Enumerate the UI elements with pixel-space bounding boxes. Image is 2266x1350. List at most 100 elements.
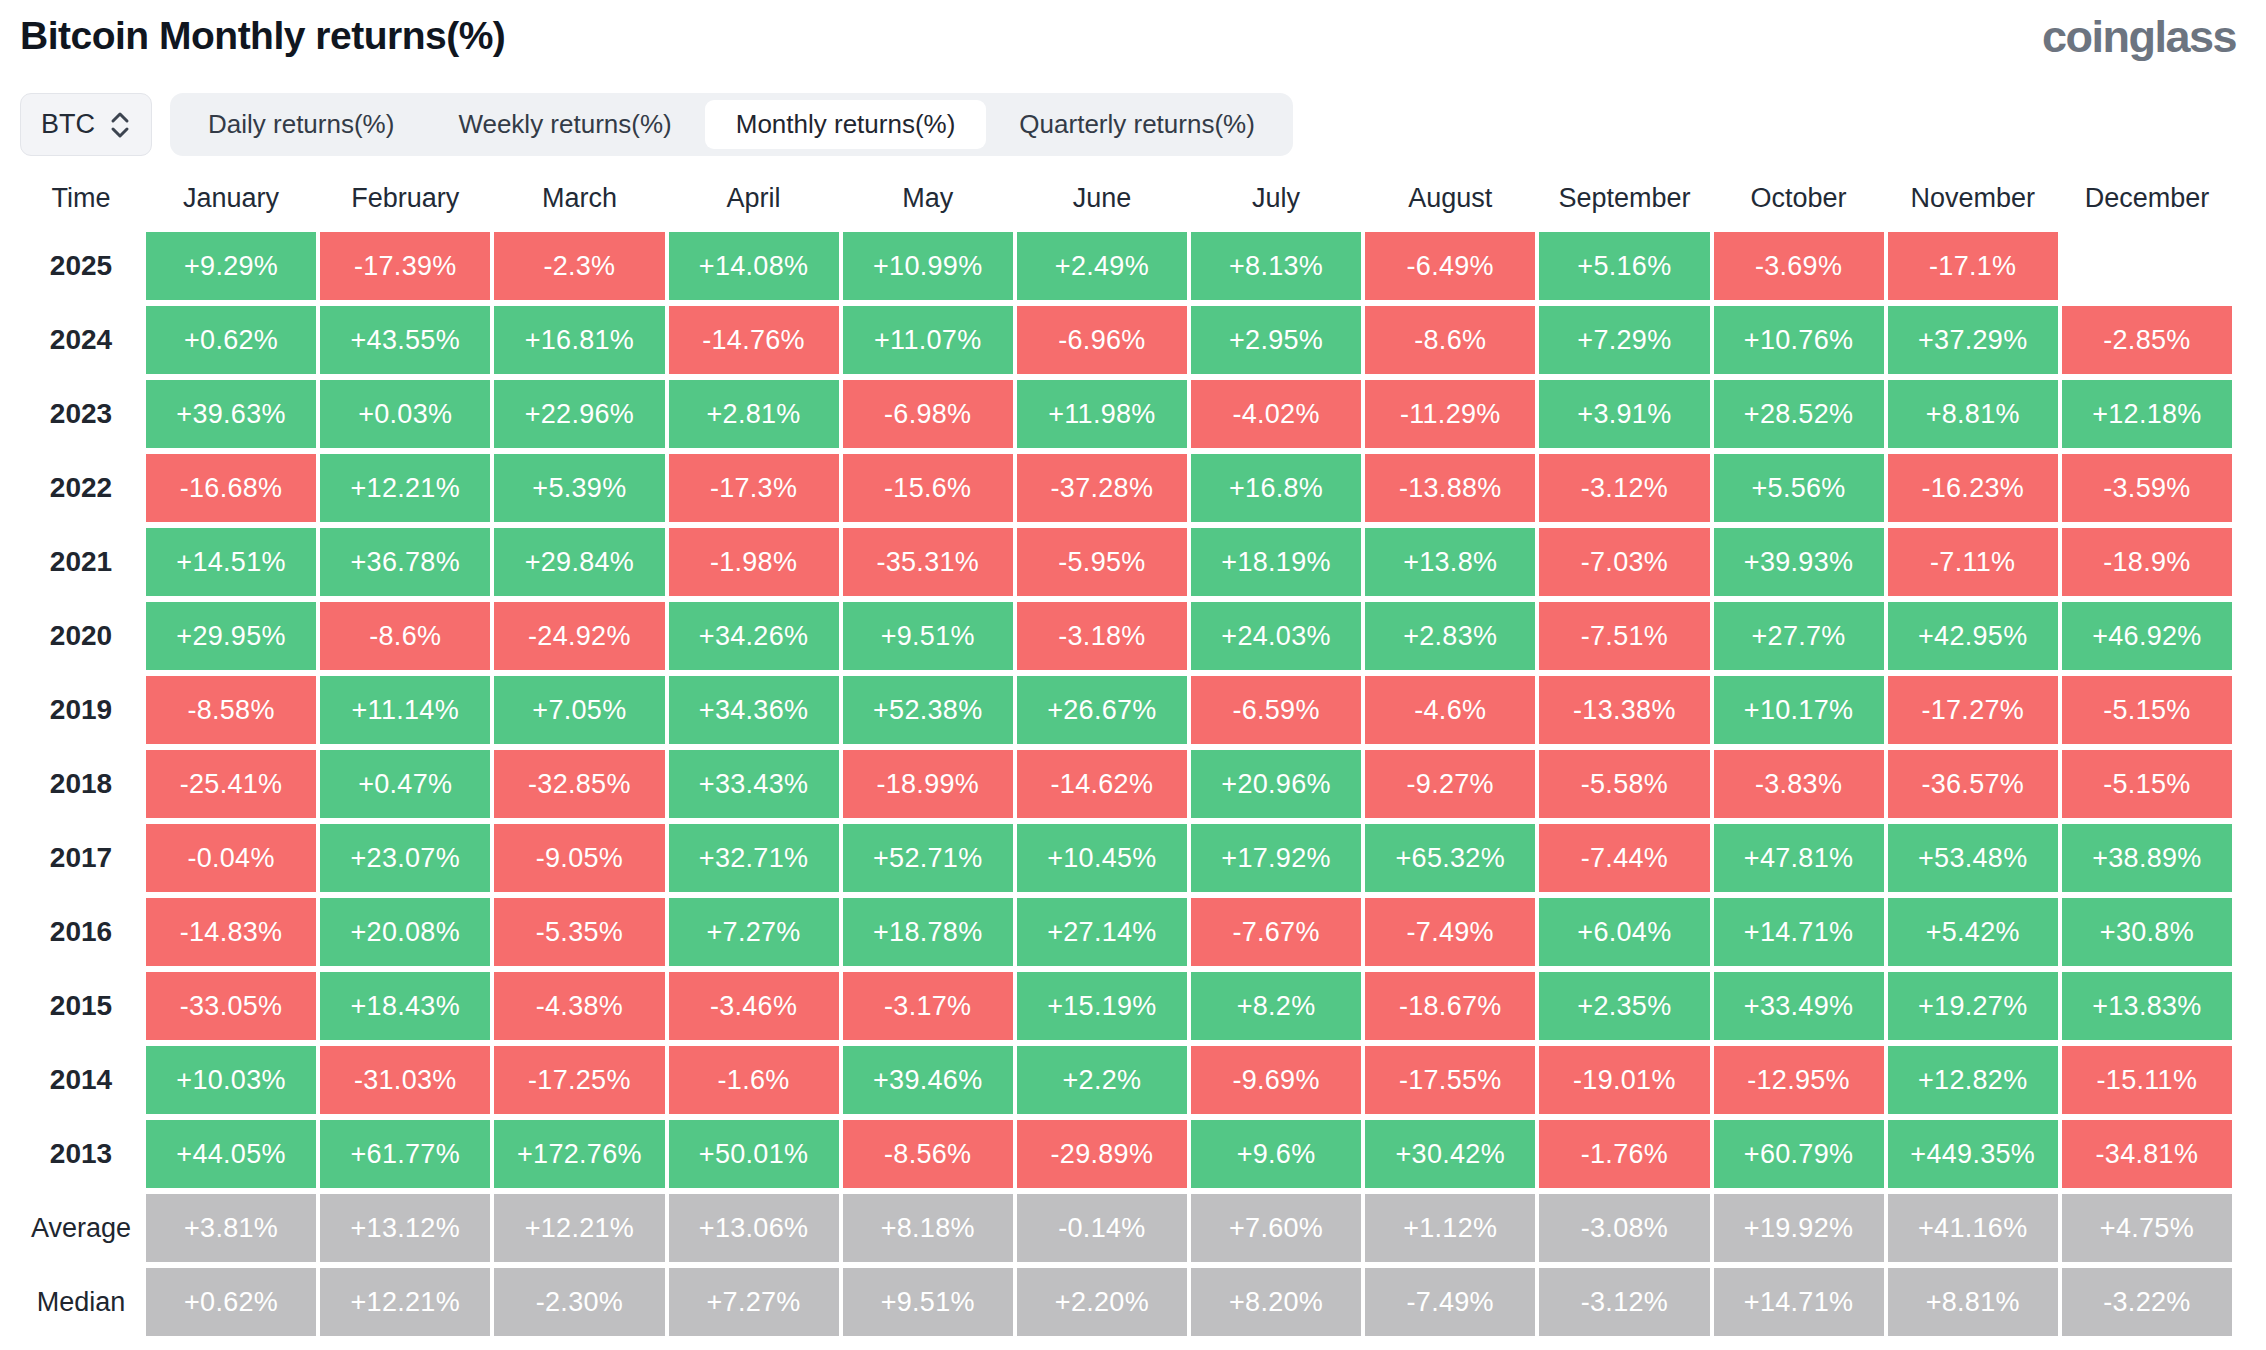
cell-2022-june: -37.28%: [1017, 454, 1187, 522]
cell-2019-november: -17.27%: [1888, 676, 2058, 744]
tab-weekly-returns[interactable]: Weekly returns(%): [427, 100, 702, 149]
cell-2025-february: -17.39%: [320, 232, 490, 300]
symbol-select[interactable]: BTC: [20, 93, 152, 156]
cell-2020-january: +29.95%: [146, 602, 316, 670]
cell-2025-april: +14.08%: [669, 232, 839, 300]
cell-2025-september: +5.16%: [1539, 232, 1709, 300]
col-header-november: November: [1888, 170, 2058, 226]
cell-average-july: +7.60%: [1191, 1194, 1361, 1262]
cell-2015-january: -33.05%: [146, 972, 316, 1040]
row-label-2023: 2023: [20, 380, 142, 448]
cell-2018-september: -5.58%: [1539, 750, 1709, 818]
cell-2017-august: +65.32%: [1365, 824, 1535, 892]
cell-2023-october: +28.52%: [1714, 380, 1884, 448]
cell-2020-february: -8.6%: [320, 602, 490, 670]
cell-2014-october: -12.95%: [1714, 1046, 1884, 1114]
cell-average-august: +1.12%: [1365, 1194, 1535, 1262]
cell-median-april: +7.27%: [669, 1268, 839, 1336]
cell-2014-august: -17.55%: [1365, 1046, 1535, 1114]
cell-average-june: -0.14%: [1017, 1194, 1187, 1262]
col-header-may: May: [843, 170, 1013, 226]
cell-2020-september: -7.51%: [1539, 602, 1709, 670]
cell-2018-january: -25.41%: [146, 750, 316, 818]
cell-average-april: +13.06%: [669, 1194, 839, 1262]
cell-2020-may: +9.51%: [843, 602, 1013, 670]
cell-2016-july: -7.67%: [1191, 898, 1361, 966]
cell-2013-october: +60.79%: [1714, 1120, 1884, 1188]
cell-2024-may: +11.07%: [843, 306, 1013, 374]
cell-2019-october: +10.17%: [1714, 676, 1884, 744]
cell-average-september: -3.08%: [1539, 1194, 1709, 1262]
cell-2016-june: +27.14%: [1017, 898, 1187, 966]
cell-2023-april: +2.81%: [669, 380, 839, 448]
tab-monthly-returns[interactable]: Monthly returns(%): [705, 100, 987, 149]
cell-2013-july: +9.6%: [1191, 1120, 1361, 1188]
cell-2023-july: -4.02%: [1191, 380, 1361, 448]
cell-2014-november: +12.82%: [1888, 1046, 2058, 1114]
row-label-2019: 2019: [20, 676, 142, 744]
cell-2016-april: +7.27%: [669, 898, 839, 966]
cell-2025-november: -17.1%: [1888, 232, 2058, 300]
cell-2017-december: +38.89%: [2062, 824, 2232, 892]
cell-2023-january: +39.63%: [146, 380, 316, 448]
cell-average-february: +13.12%: [320, 1194, 490, 1262]
cell-2018-august: -9.27%: [1365, 750, 1535, 818]
cell-2015-october: +33.49%: [1714, 972, 1884, 1040]
cell-average-november: +41.16%: [1888, 1194, 2058, 1262]
cell-2013-september: -1.76%: [1539, 1120, 1709, 1188]
cell-2024-october: +10.76%: [1714, 306, 1884, 374]
cell-2013-april: +50.01%: [669, 1120, 839, 1188]
cell-2017-november: +53.48%: [1888, 824, 2058, 892]
page-header: Bitcoin Monthly returns(%) coinglass: [0, 0, 2266, 59]
cell-2015-august: -18.67%: [1365, 972, 1535, 1040]
cell-2013-march: +172.76%: [494, 1120, 664, 1188]
cell-2020-december: +46.92%: [2062, 602, 2232, 670]
cell-2025-march: -2.3%: [494, 232, 664, 300]
cell-2023-december: +12.18%: [2062, 380, 2232, 448]
cell-2025-december: [2062, 232, 2232, 300]
cell-2024-july: +2.95%: [1191, 306, 1361, 374]
cell-2022-january: -16.68%: [146, 454, 316, 522]
cell-2024-june: -6.96%: [1017, 306, 1187, 374]
cell-2015-february: +18.43%: [320, 972, 490, 1040]
cell-2018-may: -18.99%: [843, 750, 1013, 818]
col-header-october: October: [1714, 170, 1884, 226]
cell-2024-december: -2.85%: [2062, 306, 2232, 374]
cell-2014-january: +10.03%: [146, 1046, 316, 1114]
cell-2017-january: -0.04%: [146, 824, 316, 892]
cell-2014-september: -19.01%: [1539, 1046, 1709, 1114]
cell-2020-august: +2.83%: [1365, 602, 1535, 670]
cell-2022-december: -3.59%: [2062, 454, 2232, 522]
cell-2013-november: +449.35%: [1888, 1120, 2058, 1188]
cell-2016-march: -5.35%: [494, 898, 664, 966]
col-header-february: February: [320, 170, 490, 226]
col-header-september: September: [1539, 170, 1709, 226]
cell-2019-july: -6.59%: [1191, 676, 1361, 744]
cell-median-january: +0.62%: [146, 1268, 316, 1336]
col-header-december: December: [2062, 170, 2232, 226]
cell-2024-february: +43.55%: [320, 306, 490, 374]
tab-quarterly-returns[interactable]: Quarterly returns(%): [988, 100, 1286, 149]
col-header-august: August: [1365, 170, 1535, 226]
cell-median-july: +8.20%: [1191, 1268, 1361, 1336]
cell-2016-september: +6.04%: [1539, 898, 1709, 966]
cell-2019-december: -5.15%: [2062, 676, 2232, 744]
cell-2020-november: +42.95%: [1888, 602, 2058, 670]
cell-2024-january: +0.62%: [146, 306, 316, 374]
cell-2022-march: +5.39%: [494, 454, 664, 522]
cell-average-may: +8.18%: [843, 1194, 1013, 1262]
cell-median-june: +2.20%: [1017, 1268, 1187, 1336]
cell-2015-june: +15.19%: [1017, 972, 1187, 1040]
col-header-time: Time: [20, 170, 142, 226]
cell-2018-june: -14.62%: [1017, 750, 1187, 818]
cell-median-october: +14.71%: [1714, 1268, 1884, 1336]
brand-logo: coinglass: [2042, 14, 2236, 59]
cell-2018-july: +20.96%: [1191, 750, 1361, 818]
cell-median-september: -3.12%: [1539, 1268, 1709, 1336]
cell-2017-march: -9.05%: [494, 824, 664, 892]
cell-2013-january: +44.05%: [146, 1120, 316, 1188]
cell-2017-september: -7.44%: [1539, 824, 1709, 892]
cell-2024-march: +16.81%: [494, 306, 664, 374]
tab-daily-returns[interactable]: Daily returns(%): [177, 100, 425, 149]
cell-2017-october: +47.81%: [1714, 824, 1884, 892]
